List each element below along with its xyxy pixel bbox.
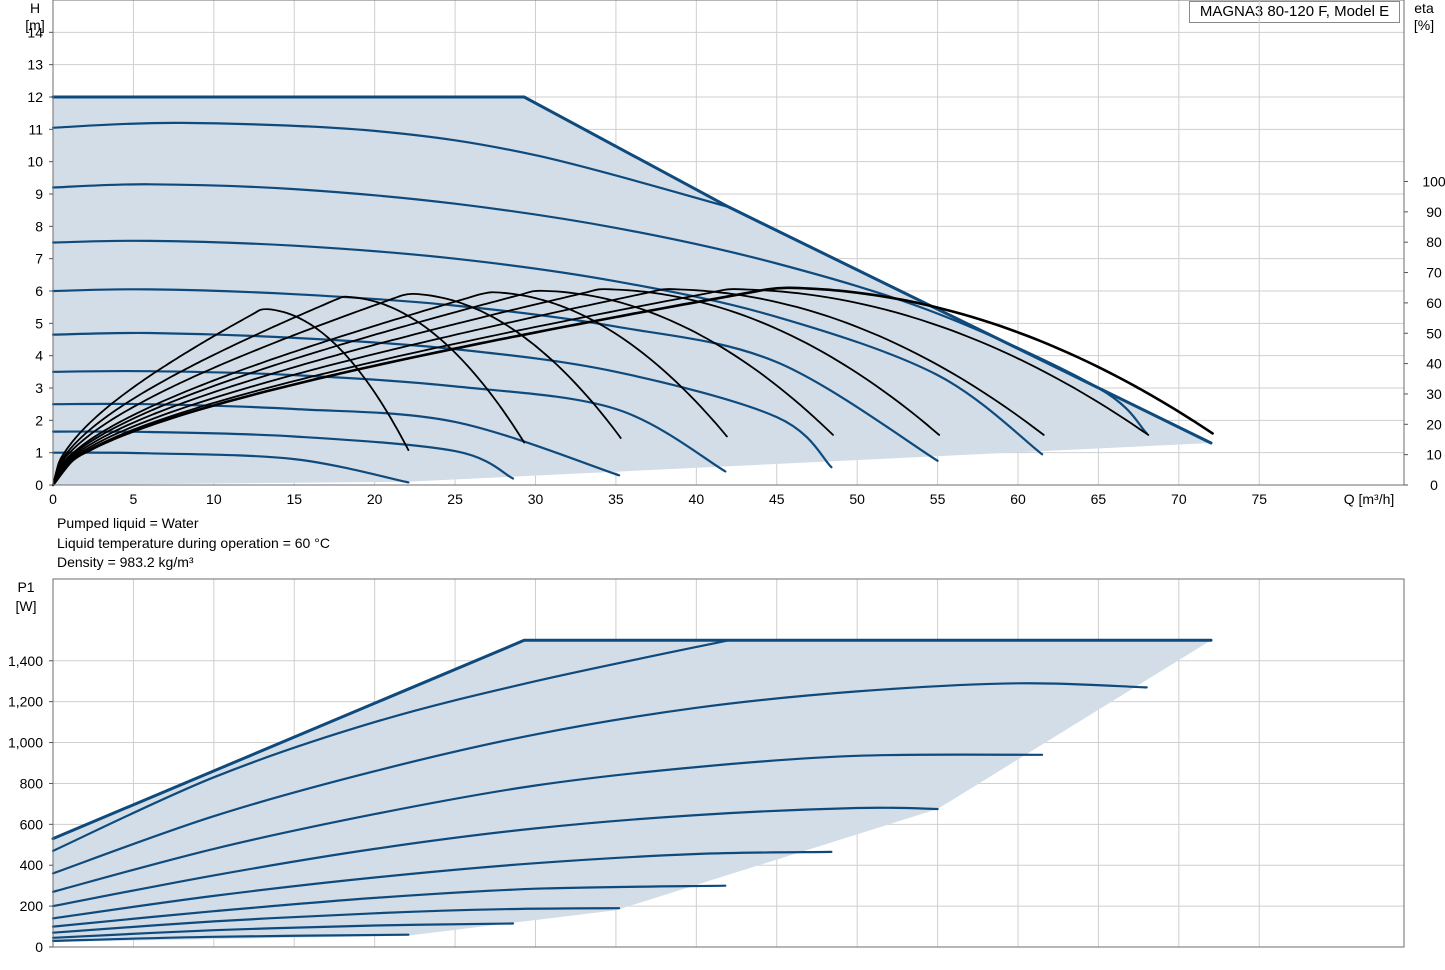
x-axis-tick: 25 (447, 491, 463, 507)
efficiency-curve (52, 288, 1045, 486)
power-speed-curve (51, 682, 1148, 875)
power-axis-tick: 200 (20, 898, 44, 914)
head-axis-tick: 14 (27, 24, 43, 40)
condition-density: Density = 983.2 kg/m³ (57, 554, 194, 570)
power-axis-tick: 1,200 (8, 694, 43, 710)
x-axis-tick: 45 (769, 491, 785, 507)
head-speed-curve (51, 239, 1044, 456)
condition-temperature: Liquid temperature during operation = 60… (57, 534, 330, 551)
eta-axis-tick: 50 (1426, 325, 1442, 341)
eta-axis-label: eta (1414, 0, 1434, 16)
head-speed-curve (51, 288, 939, 462)
condition-liquid: Pumped liquid = Water (57, 515, 199, 531)
eta-axis-tick: 30 (1426, 386, 1442, 402)
head-axis-tick: 12 (27, 89, 43, 105)
x-axis-tick: 55 (930, 491, 946, 507)
power-speed-curve (51, 753, 1044, 893)
power-speed-curve (51, 907, 621, 934)
head-axis-tick: 7 (35, 251, 43, 267)
eta-axis-tick: 10 (1426, 447, 1442, 463)
x-axis-label: Q [m³/h] (1344, 491, 1395, 507)
title-box: MAGNA3 80-120 F, Model E (1189, 1, 1400, 23)
x-axis-tick: 35 (608, 491, 624, 507)
power-speed-curve (51, 922, 515, 939)
power-operating-area (53, 640, 1211, 942)
efficiency-curve (52, 288, 941, 486)
eta-axis-tick: 80 (1426, 234, 1442, 250)
efficiency-curve (52, 292, 622, 486)
efficiency-curve (52, 289, 834, 486)
operating-conditions: Pumped liquid = Water Liquid temperature… (57, 514, 330, 573)
efficiency-curve (52, 295, 526, 486)
power-axis-tick: 1,400 (8, 653, 43, 669)
x-axis-tick: 30 (528, 491, 544, 507)
power-axis-tick: 400 (20, 857, 44, 873)
power-speed-curve (51, 933, 410, 942)
head-axis-tick: 3 (35, 380, 43, 396)
x-axis-tick: 50 (849, 491, 865, 507)
eta-axis-tick: 20 (1426, 416, 1442, 432)
head-axis-tick: 0 (35, 477, 43, 493)
eta-axis-tick: 0 (1430, 477, 1438, 493)
head-axis-tick: 2 (35, 412, 43, 428)
power-axis-label: P1 (17, 579, 34, 595)
head-axis-tick: 5 (35, 315, 43, 331)
x-axis-tick: 20 (367, 491, 383, 507)
eta-axis-unit: [%] (1414, 17, 1434, 33)
power-speed-curve (51, 884, 727, 928)
x-axis-tick: 70 (1171, 491, 1187, 507)
head-axis-tick: 4 (35, 348, 43, 364)
x-axis-tick: 5 (130, 491, 138, 507)
x-axis-tick: 65 (1091, 491, 1107, 507)
power-speed-curve (51, 806, 939, 908)
efficiency-curve (52, 308, 410, 486)
power-axis-tick: 0 (35, 939, 43, 955)
x-axis-tick: 10 (206, 491, 222, 507)
power-speed-curve (51, 850, 833, 920)
x-axis-tick: 40 (689, 491, 705, 507)
head-speed-curve (51, 183, 1148, 435)
eta-axis-tick: 60 (1426, 295, 1442, 311)
head-axis-tick: 1 (35, 445, 43, 461)
head-axis-tick: 10 (27, 154, 43, 170)
x-axis-tick: 60 (1010, 491, 1026, 507)
head-axis-label: H (30, 0, 40, 16)
head-speed-curve (51, 121, 730, 208)
power-axis-tick: 800 (20, 775, 44, 791)
x-axis-tick: 15 (286, 491, 302, 507)
power-speed-curve (51, 639, 730, 852)
x-axis-tick: 75 (1251, 491, 1267, 507)
head-axis-tick: 13 (27, 57, 43, 73)
x-axis-tick: 0 (49, 491, 57, 507)
head-axis-tick: 11 (28, 121, 43, 137)
efficiency-curve (52, 291, 728, 486)
head-speed-curve (51, 430, 515, 480)
head-axis-tick: 6 (35, 283, 43, 299)
power-axis-unit: [W] (16, 598, 37, 614)
eta-axis-tick: 90 (1426, 204, 1442, 220)
eta-axis-tick: 100 (1422, 174, 1445, 190)
efficiency-curve (51, 286, 1214, 487)
power-axis-tick: 600 (20, 816, 44, 832)
head-axis-tick: 8 (35, 218, 43, 234)
head-max-curve (51, 95, 1213, 445)
head-axis-unit: [m] (25, 17, 44, 33)
power-axis-tick: 1,000 (8, 735, 43, 751)
eta-axis-tick: 40 (1426, 356, 1442, 372)
head-speed-curve (51, 369, 727, 473)
power-max-curve (51, 638, 1213, 841)
eta-axis-tick: 70 (1426, 265, 1442, 281)
efficiency-curve (52, 288, 1150, 486)
power-plot-frame (52, 578, 1405, 948)
head-axis-tick: 9 (35, 186, 43, 202)
head-speed-curve (51, 451, 410, 484)
